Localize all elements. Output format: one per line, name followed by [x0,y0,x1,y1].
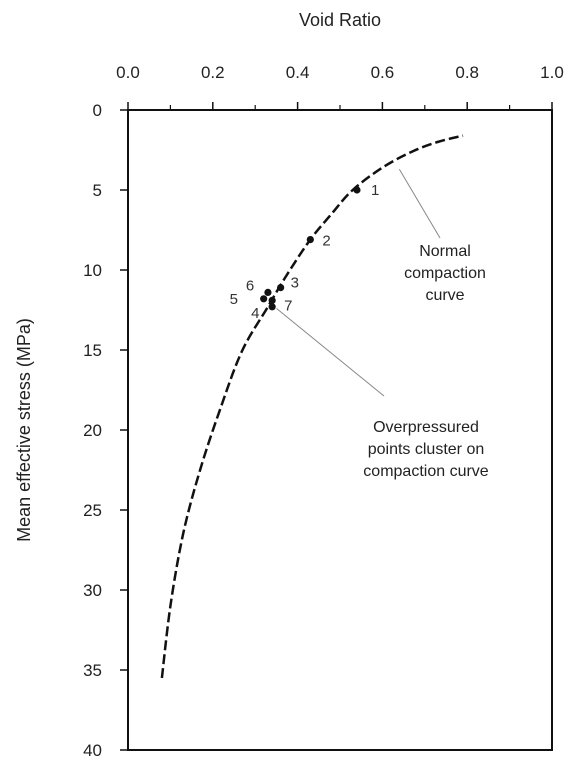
plot-frame [127,109,553,751]
data-point-label-5: 5 [230,291,238,308]
y-tick-label-1: 5 [93,181,102,200]
y-tick-label-8: 40 [83,741,102,760]
annotation-leader-2 [276,308,385,397]
y-tick-label-2: 10 [83,261,102,280]
data-point-3 [277,284,285,292]
normal-compaction-curve [160,134,464,679]
annotation-2-line-1: Overpressured [373,419,479,436]
x-tick-label-0: 0.0 [116,63,140,82]
data-point-4 [268,303,276,311]
annotation-leaders [276,168,441,397]
x-tick-label-4: 0.8 [455,63,479,82]
x-tick-label-5: 1.0 [540,63,564,82]
annotation-1-line-3: curve [425,287,464,304]
data-point-label-4: 4 [251,305,259,322]
data-point-label-6: 6 [246,277,254,294]
data-points: 1 2 3 456 7 [230,182,380,322]
x-axis-title: Void Ratio [299,10,381,30]
annotations: Normal compaction curve Overpressured points… [363,243,488,480]
x-axis-ticks: 0.0 0.2 0.4 0.6 0.8 1.0 [116,63,564,110]
y-axis-title: Mean effective stress (MPa) [14,318,34,542]
y-tick-label-0: 0 [93,101,102,120]
data-point-1 [353,186,361,194]
y-tick-label-4: 20 [83,421,102,440]
y-axis-ticks: 0 5 10 15 20 25 30 35 40 [83,101,128,760]
x-tick-label-2: 0.4 [286,63,310,82]
data-point-label-3: 3 [291,275,299,292]
y-tick-label-6: 30 [83,581,102,600]
x-tick-label-1: 0.2 [201,63,225,82]
data-point-6 [264,288,272,296]
annotation-leader-1 [398,168,441,239]
y-tick-label-7: 35 [83,661,102,680]
data-point-label-2: 2 [322,233,330,250]
data-point-7 [268,296,276,304]
annotation-2-line-3: compaction curve [363,463,488,480]
data-point-5 [260,295,268,303]
x-tick-label-3: 0.6 [371,63,395,82]
data-point-label-7: 7 [284,297,292,314]
data-point-label-1: 1 [371,182,379,199]
y-tick-label-3: 15 [83,341,102,360]
annotation-1-line-1: Normal [419,243,471,260]
annotation-1-line-2: compaction [404,265,486,282]
y-tick-label-5: 25 [83,501,102,520]
data-point-2 [306,236,314,244]
annotation-2-line-2: points cluster on [368,441,485,458]
